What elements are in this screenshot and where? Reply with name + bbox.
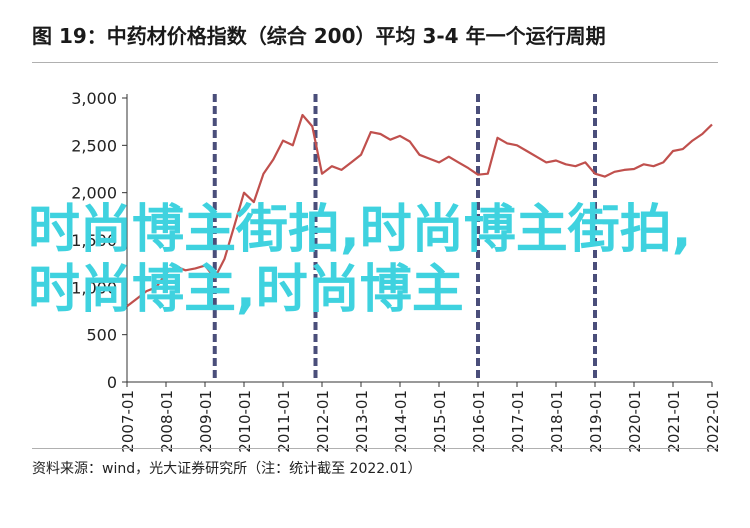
y-tick-label: 0 — [107, 373, 117, 392]
x-tick-label: 2013-01 — [353, 390, 371, 453]
watermark-text: 时尚博主街拍,时尚博主街拍,时尚博主,时尚博主 — [28, 200, 692, 320]
x-tick-label: 2014-01 — [392, 390, 410, 453]
x-tick-label: 2017-01 — [509, 390, 527, 453]
x-tick-label: 2010-01 — [236, 390, 254, 453]
x-tick-label: 2008-01 — [158, 390, 176, 453]
y-tick-label: 3,000 — [71, 89, 117, 108]
x-tick-label: 2022-01 — [704, 390, 722, 453]
y-tick-label: 2,000 — [71, 184, 117, 203]
x-tick-label: 2018-01 — [548, 390, 566, 453]
x-tick-label: 2011-01 — [275, 390, 293, 453]
y-tick-label: 500 — [86, 326, 117, 345]
y-tick-label: 2,500 — [71, 136, 117, 155]
x-tick-label: 2016-01 — [470, 390, 488, 453]
source-note: 资料来源：wind，光大证券研究所（注：统计截至 2022.01） — [32, 461, 422, 477]
x-tick-label: 2021-01 — [665, 390, 683, 453]
y-tick-label: 1,500 — [71, 231, 117, 250]
y-tick-label: 1,000 — [71, 278, 117, 297]
chart-title: 图 19：中药材价格指数（综合 200）平均 3-4 年一个运行周期 — [32, 24, 606, 48]
x-tick-label: 2019-01 — [587, 390, 605, 453]
bottom-divider — [32, 448, 718, 449]
top-divider — [32, 62, 718, 63]
x-tick-label: 2012-01 — [314, 390, 332, 453]
x-tick-label: 2009-01 — [197, 390, 215, 453]
x-tick-label: 2020-01 — [626, 390, 644, 453]
x-tick-label: 2007-01 — [119, 390, 137, 453]
price-index-line — [126, 113, 713, 308]
x-tick-label: 2015-01 — [431, 390, 449, 453]
